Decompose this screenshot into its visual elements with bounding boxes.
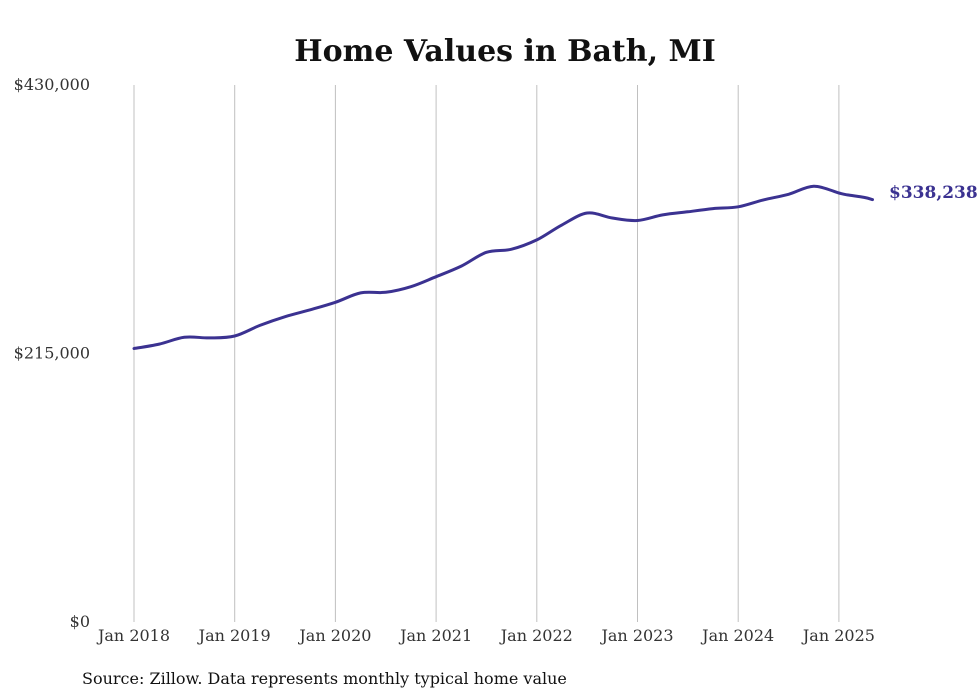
- chart-title: Home Values in Bath, MI: [294, 34, 715, 69]
- y-tick-label: $215,000: [14, 344, 90, 363]
- y-tick-label: $0: [70, 612, 90, 631]
- series-layer: [132, 184, 874, 350]
- x-tick-label: Jan 2021: [398, 626, 472, 645]
- y-tick-label: $430,000: [14, 75, 90, 94]
- x-tick-label: Jan 2022: [499, 626, 573, 645]
- x-tick-label: Jan 2020: [297, 626, 371, 645]
- x-tick-label: Jan 2018: [96, 626, 170, 645]
- x-tick-label: Jan 2019: [197, 626, 271, 645]
- gridlines: [133, 85, 840, 622]
- source-note: Source: Zillow. Data represents monthly …: [82, 669, 567, 688]
- x-tick-label: Jan 2023: [599, 626, 673, 645]
- y-axis-ticks: $0 $215,000 $430,000: [14, 75, 90, 631]
- x-tick-label: Jan 2024: [700, 626, 774, 645]
- x-tick-label: Jan 2025: [801, 626, 875, 645]
- x-axis-ticks: Jan 2018 Jan 2019 Jan 2020 Jan 2021 Jan 2022…: [96, 626, 875, 645]
- last-value-label: $338,238: [889, 183, 978, 203]
- series-line: [132, 184, 874, 350]
